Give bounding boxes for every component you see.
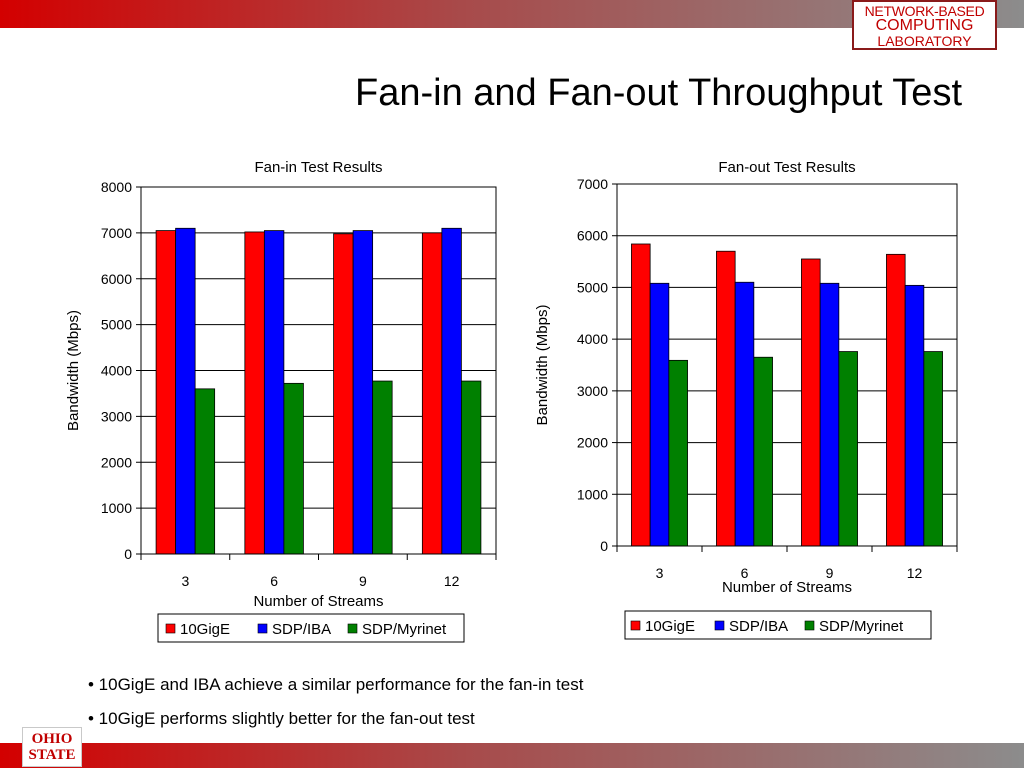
bar-sdp-myrinet bbox=[753, 356, 773, 547]
lab-logo-line3: LABORATORY bbox=[877, 33, 972, 49]
bullet-list: • 10GigE and IBA achieve a similar perfo… bbox=[88, 673, 583, 741]
bar-sdp-myrinet bbox=[460, 380, 482, 555]
slide-title: Fan-in and Fan-out Throughput Test bbox=[355, 72, 962, 114]
y-tick-label: 5000 bbox=[101, 317, 132, 333]
x-tick-label: 6 bbox=[270, 573, 278, 589]
legend-label: 10GigE bbox=[645, 618, 695, 635]
bar-sdp-iba bbox=[734, 281, 755, 547]
legend-box bbox=[157, 613, 465, 643]
ohio-state-logo: OHIO STATE bbox=[22, 727, 82, 767]
bar-sdp-myrinet bbox=[372, 380, 393, 555]
bullet-item: • 10GigE and IBA achieve a similar perfo… bbox=[88, 675, 584, 694]
legend-label: SDP/Myrinet bbox=[362, 621, 447, 638]
bar-sdp-myrinet bbox=[194, 388, 216, 555]
bar-sdp-iba bbox=[649, 282, 670, 547]
legend-swatch bbox=[714, 620, 725, 631]
bar-10gige bbox=[155, 230, 177, 555]
legend-label: SDP/IBA bbox=[729, 618, 788, 635]
legend-label: 10GigE bbox=[180, 621, 230, 638]
bar-sdp-myrinet bbox=[923, 351, 943, 547]
bar-10gige bbox=[801, 258, 821, 547]
y-tick-label: 6000 bbox=[577, 228, 608, 244]
x-tick-label: 3 bbox=[181, 573, 189, 589]
chart-title: Fan-in Test Results bbox=[254, 159, 382, 176]
legend-swatch bbox=[347, 623, 358, 634]
legend: 10GigE SDP/IBA SDP/Myrinet bbox=[624, 610, 932, 640]
legend-swatch bbox=[165, 623, 176, 634]
y-tick-label: 6000 bbox=[101, 271, 132, 287]
y-tick-label: 7000 bbox=[101, 225, 132, 241]
bar-sdp-myrinet bbox=[838, 351, 858, 547]
lab-logo-line1: NETWORK-BASED bbox=[864, 3, 985, 19]
x-tick-label: 9 bbox=[359, 573, 367, 589]
legend-label: SDP/IBA bbox=[272, 621, 331, 638]
legend-swatch bbox=[630, 620, 641, 631]
bar-sdp-iba bbox=[175, 227, 196, 555]
ohio-state-logo-line1: OHIO bbox=[31, 731, 73, 747]
bar-10gige bbox=[421, 232, 443, 555]
x-tick-label: 6 bbox=[741, 565, 749, 581]
y-tick-label: 3000 bbox=[101, 408, 132, 424]
x-tick-label: 12 bbox=[444, 573, 460, 589]
legend-box bbox=[624, 610, 932, 640]
bottom-decorative-bar bbox=[0, 743, 1024, 768]
bar-10gige bbox=[716, 250, 736, 547]
lab-logo: NETWORK-BASED COMPUTING LABORATORY bbox=[852, 0, 997, 50]
y-tick-label: 2000 bbox=[101, 454, 132, 470]
bar-10gige bbox=[333, 233, 354, 555]
lab-logo-line2: COMPUTING bbox=[875, 17, 974, 34]
fan-in-chart: Fan-in Test Results 0 1000 2000 3000 4000 5000… bbox=[65, 159, 497, 643]
y-tick-label: 4000 bbox=[101, 363, 132, 379]
y-tick-label: 8000 bbox=[101, 179, 132, 195]
x-tick-label: 9 bbox=[826, 565, 834, 581]
y-tick-label: 1000 bbox=[101, 500, 132, 516]
bar-10gige bbox=[886, 253, 906, 547]
x-axis-label: Number of Streams bbox=[253, 593, 383, 610]
x-tick-label: 3 bbox=[656, 565, 664, 581]
x-axis-label: Number of Streams bbox=[722, 579, 852, 596]
y-axis-label: Bandwidth (Mbps) bbox=[65, 310, 82, 431]
legend-swatch bbox=[804, 620, 815, 631]
y-axis-label: Bandwidth (Mbps) bbox=[534, 305, 551, 426]
bar-sdp-myrinet bbox=[283, 382, 304, 555]
y-tick-label: 1000 bbox=[577, 486, 608, 502]
y-tick-label: 7000 bbox=[577, 176, 608, 192]
y-tick-label: 4000 bbox=[577, 331, 608, 347]
y-tick-label: 0 bbox=[124, 546, 132, 562]
bar-sdp-myrinet bbox=[668, 359, 688, 547]
bar-sdp-iba bbox=[352, 230, 374, 555]
y-tick-label: 2000 bbox=[577, 435, 608, 451]
x-tick-label: 12 bbox=[907, 565, 923, 581]
bar-10gige bbox=[244, 231, 265, 555]
legend-label: SDP/Myrinet bbox=[819, 618, 904, 635]
bar-10gige bbox=[631, 243, 651, 547]
y-tick-label: 3000 bbox=[577, 383, 608, 399]
y-tick-label: 5000 bbox=[577, 279, 608, 295]
bar-sdp-iba bbox=[819, 282, 840, 547]
bar-sdp-iba bbox=[263, 230, 285, 555]
chart-title: Fan-out Test Results bbox=[718, 159, 855, 176]
legend-swatch bbox=[257, 623, 268, 634]
fan-out-chart: Fan-out Test Results 0 1000 2000 3000 4000 500… bbox=[534, 159, 958, 640]
bar-sdp-iba bbox=[441, 227, 462, 555]
y-tick-label: 0 bbox=[600, 538, 608, 554]
bar-sdp-iba bbox=[904, 284, 925, 547]
legend: 10GigE SDP/IBA SDP/Myrinet bbox=[157, 613, 465, 643]
ohio-state-logo-line2: STATE bbox=[28, 747, 76, 763]
bullet-item: • 10GigE performs slightly better for th… bbox=[88, 709, 475, 728]
